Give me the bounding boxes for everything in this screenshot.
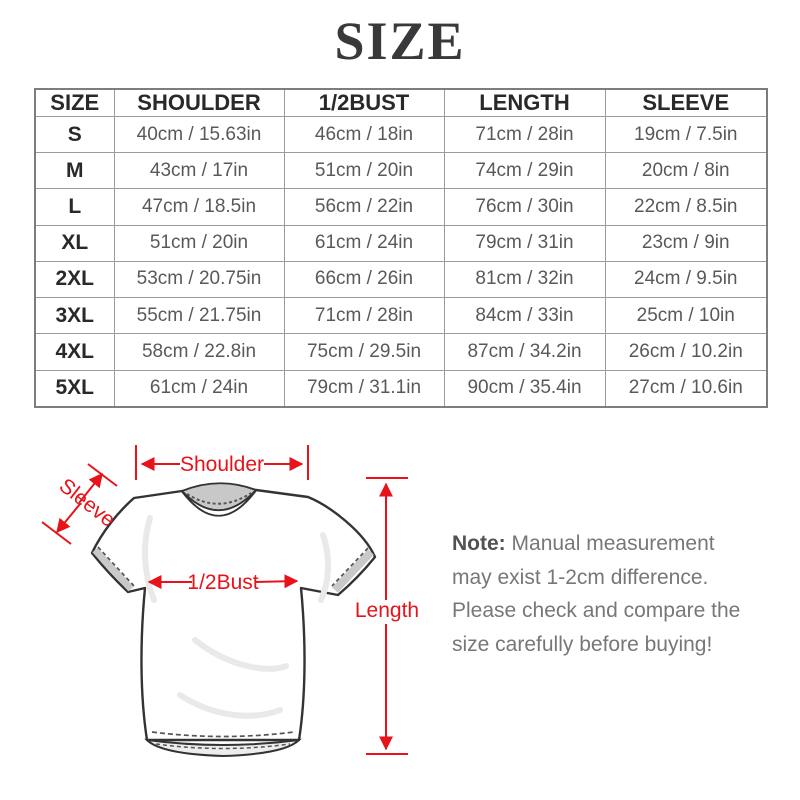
col-header-length: LENGTH [443, 88, 606, 117]
shoulder-cell: 58cm / 22.8in [113, 333, 285, 371]
table-row: 3XL 55cm / 21.75in 71cm / 28in 84cm / 33… [34, 297, 768, 335]
table-row: 5XL 61cm / 24in 79cm / 31.1in 90cm / 35.… [34, 369, 768, 408]
table-row: S 40cm / 15.63in 46cm / 18in 71cm / 28in… [34, 115, 768, 154]
sleeve-cuffs [92, 546, 374, 593]
table-header-row: SIZE SHOULDER 1/2BUST LENGTH SLEEVE [34, 88, 768, 117]
col-header-shoulder: SHOULDER [113, 88, 285, 117]
shoulder-cell: 47cm / 18.5in [113, 188, 285, 226]
measurement-note: Note: Manual measurement may exist 1-2cm… [452, 527, 760, 661]
length-cell: 81cm / 32in [443, 260, 606, 299]
shoulder-cell: 43cm / 17in [113, 152, 285, 190]
size-cell: 3XL [34, 297, 115, 335]
col-header-size: SIZE [34, 88, 115, 117]
size-cell: 5XL [34, 369, 115, 408]
bust-cell: 46cm / 18in [283, 115, 445, 154]
page-title: SIZE [334, 11, 466, 71]
table-row: M 43cm / 17in 51cm / 20in 74cm / 29in 20… [34, 152, 768, 190]
bust-cell: 56cm / 22in [283, 188, 445, 226]
table-row: 4XL 58cm / 22.8in 75cm / 29.5in 87cm / 3… [34, 333, 768, 371]
length-cell: 84cm / 33in [443, 297, 606, 335]
shoulder-cell: 40cm / 15.63in [113, 115, 285, 154]
size-cell: L [34, 188, 115, 226]
col-header-sleeve: SLEEVE [604, 88, 768, 117]
length-cell: 90cm / 35.4in [443, 369, 606, 408]
tshirt-measurement-diagram: Shoulder Sleeve 1/2Bust Length [41, 445, 419, 758]
bust-cell: 61cm / 24in [283, 224, 445, 262]
note-text: Manual measurement may exist 1-2cm diffe… [452, 532, 741, 656]
bust-cell: 66cm / 26in [283, 260, 445, 299]
sleeve-cell: 20cm / 8in [604, 152, 768, 190]
shoulder-cell: 51cm / 20in [113, 224, 285, 262]
shoulder-label: Shoulder [180, 453, 264, 476]
bust-label: 1/2Bust [187, 571, 258, 594]
bust-cell: 71cm / 28in [283, 297, 445, 335]
table-row: 2XL 53cm / 20.75in 66cm / 26in 81cm / 32… [34, 260, 768, 299]
size-cell: M [34, 152, 115, 190]
sleeve-cell: 22cm / 8.5in [604, 188, 768, 226]
sleeve-measure-arrow [41, 463, 118, 545]
sleeve-cell: 24cm / 9.5in [604, 260, 768, 299]
length-cell: 76cm / 30in [443, 188, 606, 226]
note-label: Note: [452, 532, 506, 555]
bust-cell: 75cm / 29.5in [283, 333, 445, 371]
table-row: XL 51cm / 20in 61cm / 24in 79cm / 31in 2… [34, 224, 768, 262]
size-table: SIZE SHOULDER 1/2BUST LENGTH SLEEVE S 40… [34, 88, 768, 408]
collar [180, 482, 258, 517]
size-cell: 2XL [34, 260, 115, 299]
size-cell: XL [34, 224, 115, 262]
length-cell: 71cm / 28in [443, 115, 606, 154]
length-measure-arrow [366, 477, 408, 755]
sleeve-cell: 19cm / 7.5in [604, 115, 768, 154]
table-row: L 47cm / 18.5in 56cm / 22in 76cm / 30in … [34, 188, 768, 226]
sleeve-cell: 27cm / 10.6in [604, 369, 768, 408]
shoulder-cell: 61cm / 24in [113, 369, 285, 408]
col-header-bust: 1/2BUST [283, 88, 445, 117]
shoulder-cell: 55cm / 21.75in [113, 297, 285, 335]
bust-cell: 51cm / 20in [283, 152, 445, 190]
shoulder-cell: 53cm / 20.75in [113, 260, 285, 299]
length-cell: 87cm / 34.2in [443, 333, 606, 371]
length-label: Length [355, 599, 419, 622]
shoulder-measure-arrow [135, 445, 309, 480]
length-cell: 74cm / 29in [443, 152, 606, 190]
hem [144, 731, 302, 758]
tshirt-illustration [90, 482, 377, 758]
size-cell: 4XL [34, 333, 115, 371]
fabric-shading [142, 515, 332, 719]
bust-cell: 79cm / 31.1in [283, 369, 445, 408]
bust-measure-arrow [147, 574, 299, 589]
sleeve-cell: 23cm / 9in [604, 224, 768, 262]
length-cell: 79cm / 31in [443, 224, 606, 262]
sleeve-cell: 26cm / 10.2in [604, 333, 768, 371]
size-cell: S [34, 115, 115, 154]
sleeve-cell: 25cm / 10in [604, 297, 768, 335]
